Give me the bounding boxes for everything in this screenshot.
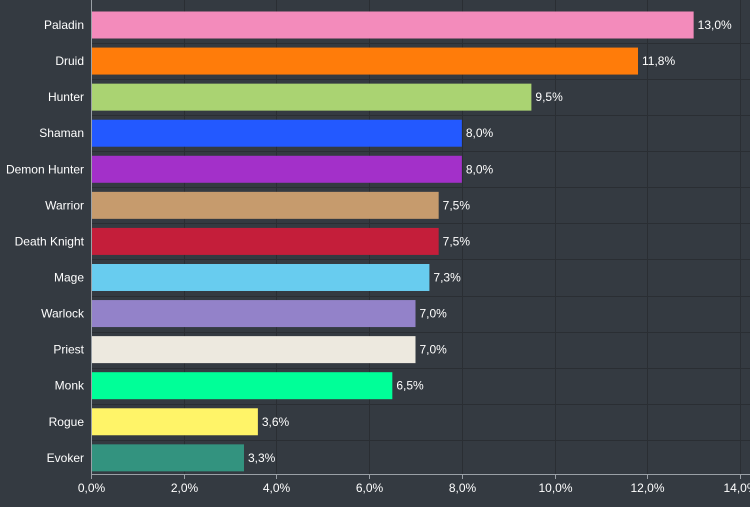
x-tick-label: 0,0% [78,481,106,495]
bar [91,227,439,255]
value-label: 7,5% [443,198,471,212]
gridlines [91,0,750,474]
category-label: Hunter [48,90,84,104]
bar [91,83,532,111]
category-label: Priest [53,343,84,357]
bar [91,336,416,364]
x-tick-label: 10,0% [538,481,572,495]
category-label: Demon Hunter [6,162,84,176]
category-label: Rogue [49,415,85,429]
x-tick-label: 8,0% [449,481,477,495]
value-label: 13,0% [698,18,732,32]
bar [91,300,416,328]
bar [91,119,462,147]
category-label: Warrior [45,198,84,212]
bars [91,11,694,472]
category-label: Mage [54,270,84,284]
bar [91,155,462,183]
x-axis-ticks: 0,0% 2,0% 4,0% 6,0% 8,0% 10,0% 12,0% 14,0% [78,474,750,495]
category-label: Death Knight [15,234,85,248]
bar [91,47,639,75]
category-label: Paladin [44,18,84,32]
value-label: 7,3% [433,270,461,284]
value-labels: 13,0% 11,8% 9,5% 8,0% 8,0% 7,5% 7,5% 7,3% 7,0% 7,… [248,18,732,465]
category-label: Druid [55,54,84,68]
x-tick-label: 14,0% [723,481,750,495]
value-label: 11,8% [642,54,675,68]
value-label: 9,5% [535,90,563,104]
x-tick-label: 6,0% [356,481,384,495]
value-label: 7,5% [443,234,471,248]
value-label: 7,0% [420,343,448,357]
bar [91,444,244,472]
category-label: Monk [55,379,85,393]
x-tick-label: 12,0% [630,481,664,495]
x-tick-label: 2,0% [171,481,199,495]
bar [91,263,430,291]
x-tick-label: 4,0% [263,481,291,495]
category-label: Warlock [41,307,85,321]
bar [91,191,439,219]
category-label: Evoker [47,451,84,465]
value-label: 6,5% [396,379,424,393]
bar [91,408,258,436]
category-labels: Paladin Druid Hunter Shaman Demon Hunter Warr… [6,18,85,465]
category-label: Shaman [39,126,84,140]
bar [91,11,694,39]
value-label: 3,6% [262,415,290,429]
bar [91,372,393,400]
value-label: 8,0% [466,126,494,140]
value-label: 3,3% [248,451,276,465]
value-label: 8,0% [466,162,494,176]
value-label: 7,0% [420,307,448,321]
